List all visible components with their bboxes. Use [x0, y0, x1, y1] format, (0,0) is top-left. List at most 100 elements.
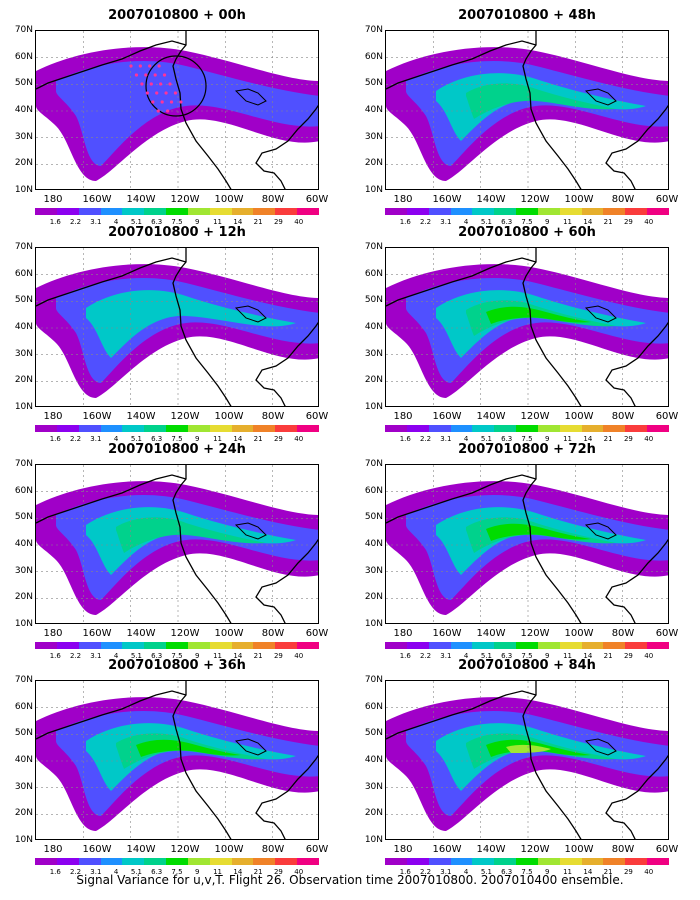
lat-tick-label: 20N — [364, 592, 383, 603]
lon-tick-label: 120W — [520, 194, 550, 205]
lat-tick-label: 40N — [364, 322, 383, 332]
colorbar-swatch — [275, 208, 298, 215]
lon-tick-label: 80W — [261, 411, 285, 422]
colorbar-label: 40 — [294, 435, 304, 443]
colorbar-swatch — [297, 208, 319, 215]
lon-tick-label: 80W — [611, 194, 635, 205]
colorbar-swatch — [537, 858, 560, 865]
colorbar-swatch — [166, 425, 188, 432]
lat-tick-label: 30N — [364, 565, 383, 576]
colorbar-swatch — [625, 642, 648, 649]
lon-tick-label: 180 — [43, 194, 63, 205]
lat-tick-label: 70N — [364, 459, 383, 469]
lon-tick-label: 120W — [520, 628, 550, 639]
colorbar-label: 29 — [623, 652, 633, 660]
colorbar-swatch — [494, 425, 517, 432]
colorbar-label: 40 — [644, 218, 654, 226]
colorbar-label: 7.5 — [171, 868, 183, 876]
colorbar-swatch — [472, 425, 495, 432]
colorbar-label: 1.6 — [399, 652, 411, 660]
colorbar — [35, 425, 319, 432]
colorbar-swatch — [559, 425, 582, 432]
colorbar-swatch — [559, 642, 582, 649]
colorbar-swatch — [56, 208, 79, 215]
colorbar-swatch — [253, 642, 276, 649]
lat-tick-label: 50N — [364, 512, 383, 523]
lat-tick-label: 10N — [14, 835, 33, 845]
colorbar-label: 6.3 — [501, 435, 513, 443]
map-plot — [36, 465, 318, 623]
lat-tick-label: 40N — [364, 755, 383, 765]
colorbar — [385, 642, 669, 649]
lon-tick-label: 100W — [564, 628, 594, 639]
lat-tick-label: 20N — [14, 592, 33, 603]
colorbar-label: 3.1 — [90, 435, 102, 443]
colorbar-label: 40 — [294, 868, 304, 876]
colorbar-label: 14 — [583, 652, 593, 660]
lat-tick-label: 10N — [364, 619, 383, 629]
lat-tick-label: 20N — [14, 375, 33, 386]
lat-tick-label: 30N — [364, 781, 383, 792]
colorbar-label: 5.1 — [130, 218, 142, 226]
flight-track-point — [156, 109, 160, 113]
lat-tick-label: 50N — [14, 78, 33, 89]
colorbar-label: 11 — [563, 435, 573, 443]
colorbar-swatch — [275, 858, 298, 865]
colorbar-label: 6.3 — [501, 652, 513, 660]
lon-tick-label: 60W — [305, 628, 329, 639]
lat-tick-label: 20N — [14, 158, 33, 169]
map-plot — [36, 31, 318, 189]
lat-tick-label: 70N — [14, 459, 33, 469]
lon-tick-label: 60W — [655, 844, 679, 855]
lat-tick-label: 50N — [364, 728, 383, 739]
variance-map — [385, 30, 669, 190]
colorbar-label: 29 — [273, 435, 283, 443]
colorbar-swatch — [450, 858, 473, 865]
colorbar-swatch — [406, 642, 429, 649]
colorbar-swatch — [428, 208, 451, 215]
colorbar-label: 3.1 — [440, 218, 452, 226]
colorbar-label: 3.1 — [440, 435, 452, 443]
colorbar-swatch — [56, 642, 79, 649]
lon-tick-label: 140W — [126, 411, 156, 422]
lon-tick-label: 140W — [126, 628, 156, 639]
flight-track-point — [160, 100, 164, 104]
colorbar-label: 21 — [603, 435, 613, 443]
colorbar-swatch — [625, 425, 648, 432]
colorbar-swatch — [122, 858, 145, 865]
colorbar-label: 3.1 — [90, 868, 102, 876]
colorbar-swatch — [187, 858, 210, 865]
lon-tick-label: 160W — [432, 628, 462, 639]
lat-tick-label: 60N — [14, 485, 33, 496]
panel-title: 2007010800 + 00h — [108, 8, 246, 23]
colorbar-label: 4 — [463, 652, 469, 660]
lon-tick-label: 80W — [611, 844, 635, 855]
lon-tick-label: 180 — [393, 844, 413, 855]
colorbar-label: 4 — [463, 868, 469, 876]
flight-track-point — [155, 91, 159, 95]
lon-tick-label: 60W — [305, 194, 329, 205]
colorbar-swatch — [100, 425, 123, 432]
colorbar-swatch — [144, 858, 167, 865]
lon-tick-label: 100W — [214, 194, 244, 205]
colorbar-label: 6.3 — [151, 868, 163, 876]
lon-tick-label: 80W — [261, 844, 285, 855]
variance-map — [35, 30, 319, 190]
colorbar-swatch — [78, 642, 101, 649]
colorbar-label: 29 — [273, 218, 283, 226]
colorbar-label: 14 — [583, 218, 593, 226]
lon-tick-label: 160W — [432, 194, 462, 205]
flight-track-point — [151, 100, 155, 104]
colorbar — [385, 858, 669, 865]
lon-tick-label: 100W — [564, 194, 594, 205]
flight-track-point — [129, 64, 133, 68]
lat-tick-label: 70N — [364, 242, 383, 252]
colorbar-swatch — [472, 642, 495, 649]
colorbar — [385, 425, 669, 432]
colorbar-label: 2.2 — [69, 868, 82, 876]
colorbar-label: 21 — [603, 652, 613, 660]
lat-tick-label: 30N — [14, 781, 33, 792]
colorbar-swatch — [581, 208, 604, 215]
colorbar-label: 7.5 — [171, 218, 183, 226]
colorbar-label: 21 — [253, 652, 263, 660]
